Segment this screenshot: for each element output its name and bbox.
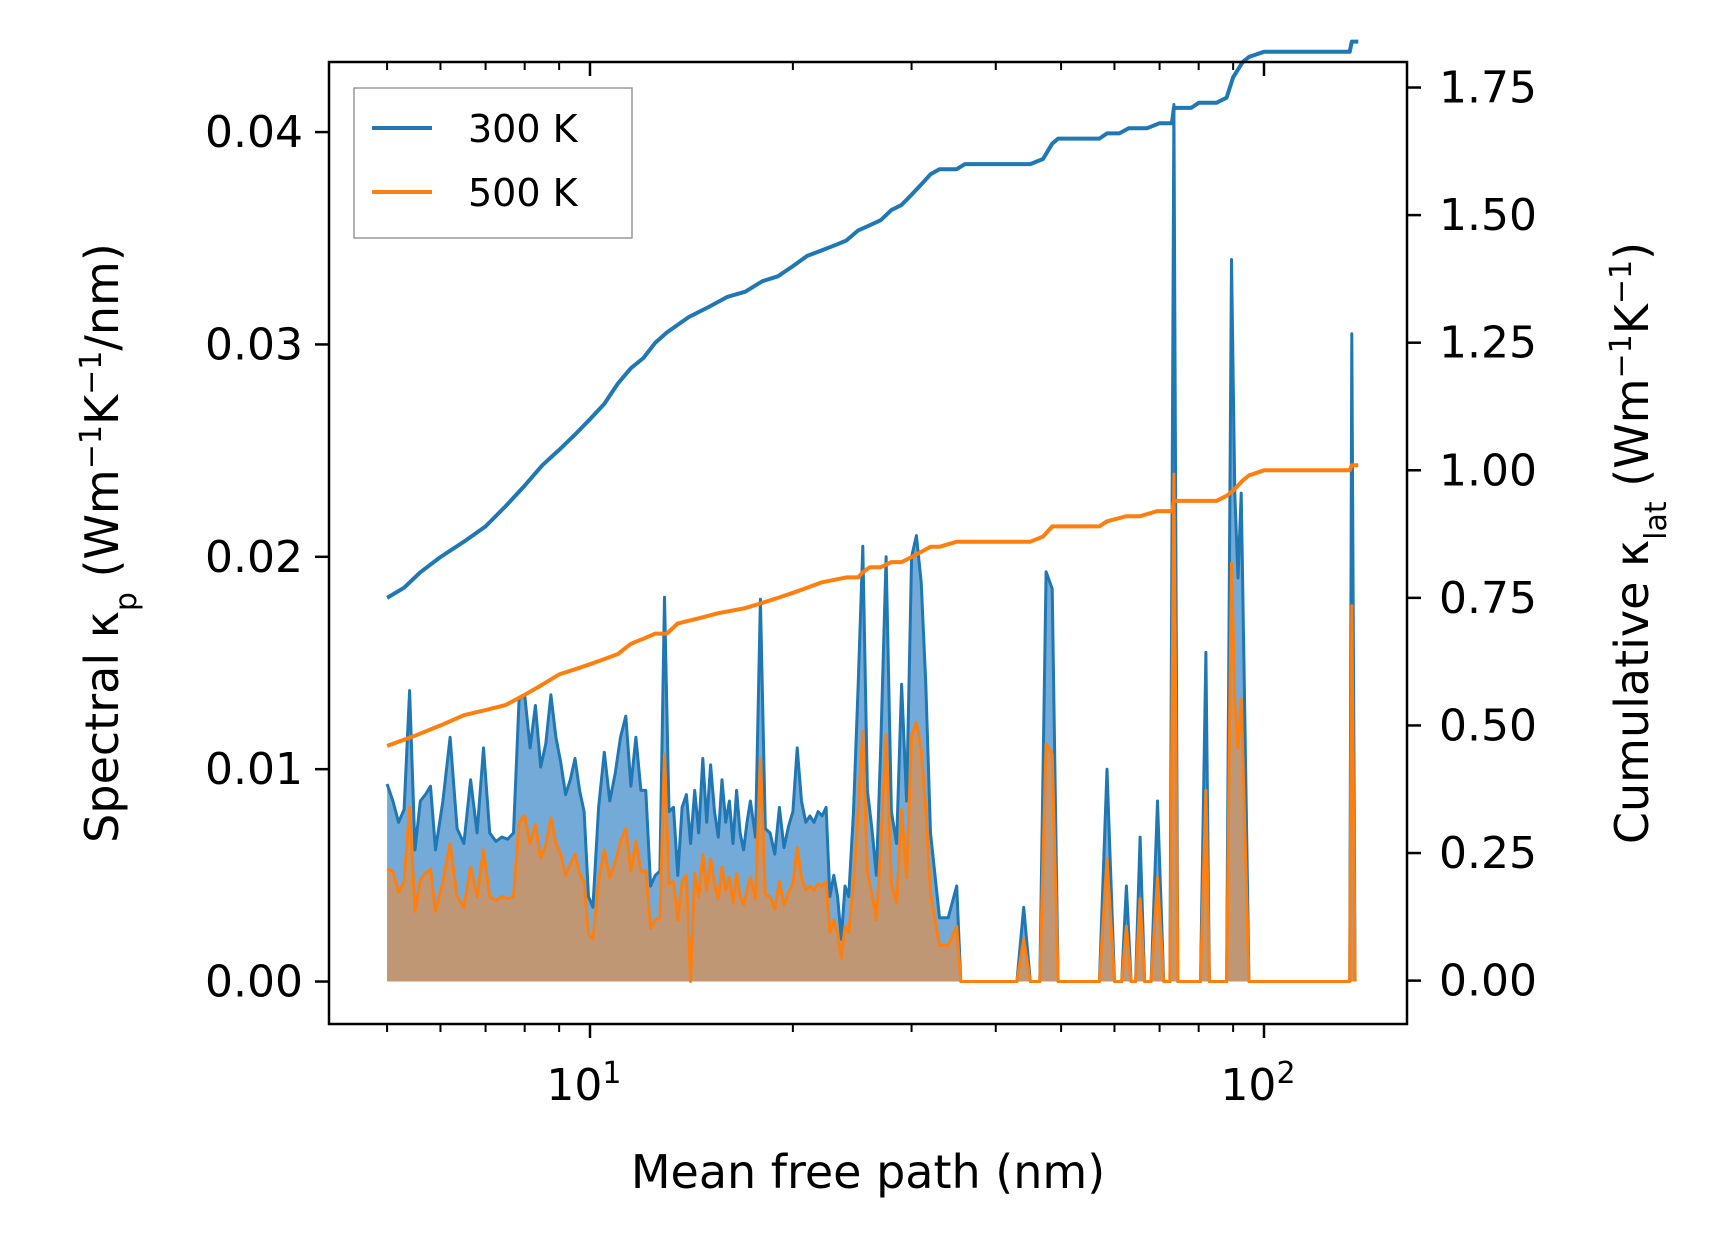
y-tick-label: 0.02 xyxy=(205,532,303,583)
y-tick-label: 0.01 xyxy=(205,744,303,795)
y2-tick-label: 0.75 xyxy=(1439,573,1537,624)
y2-tick-label: 1.25 xyxy=(1439,318,1537,369)
y2-axis-title: Cumulative κlat (Wm−1K−1) xyxy=(1604,242,1674,844)
y2-tick-label: 1.00 xyxy=(1439,445,1537,496)
y-axis-title: Spectral κp (Wm−1K−1/nm) xyxy=(74,243,144,843)
x-axis-title: Mean free path (nm) xyxy=(631,1145,1105,1199)
y-tick-label: 0.00 xyxy=(205,957,303,1008)
plot-frame xyxy=(327,60,1409,1026)
legend: 300 K 500 K xyxy=(353,87,633,239)
y2-tick-label: 0.00 xyxy=(1439,956,1537,1007)
cumulative-line-500k xyxy=(386,463,1359,748)
legend-box xyxy=(353,87,633,239)
y2-tick-label: 0.50 xyxy=(1439,700,1537,751)
spectral-fill-500k xyxy=(387,474,1356,982)
y-tick-label: 0.04 xyxy=(205,107,303,158)
legend-label-300k: 300 K xyxy=(468,107,579,151)
cumulative-line-300k xyxy=(386,39,1359,600)
x-tick-label: 102 xyxy=(1220,1056,1295,1112)
y2-tick-label: 1.50 xyxy=(1439,190,1537,241)
ticks: 0.00 0.01 0.02 0.03 0.04 0.00 0.25 0.50 0.75 1.00… xyxy=(205,62,1537,1111)
legend-label-500k: 500 K xyxy=(468,171,579,215)
spectral-line-500k xyxy=(386,472,1357,983)
y2-tick-label: 1.75 xyxy=(1439,63,1537,114)
spectral-fills xyxy=(385,103,1357,983)
y2-tick-label: 0.25 xyxy=(1439,828,1537,879)
y-tick-label: 0.03 xyxy=(205,319,303,370)
series-lines xyxy=(386,39,1359,748)
x-tick-label: 101 xyxy=(546,1056,621,1112)
